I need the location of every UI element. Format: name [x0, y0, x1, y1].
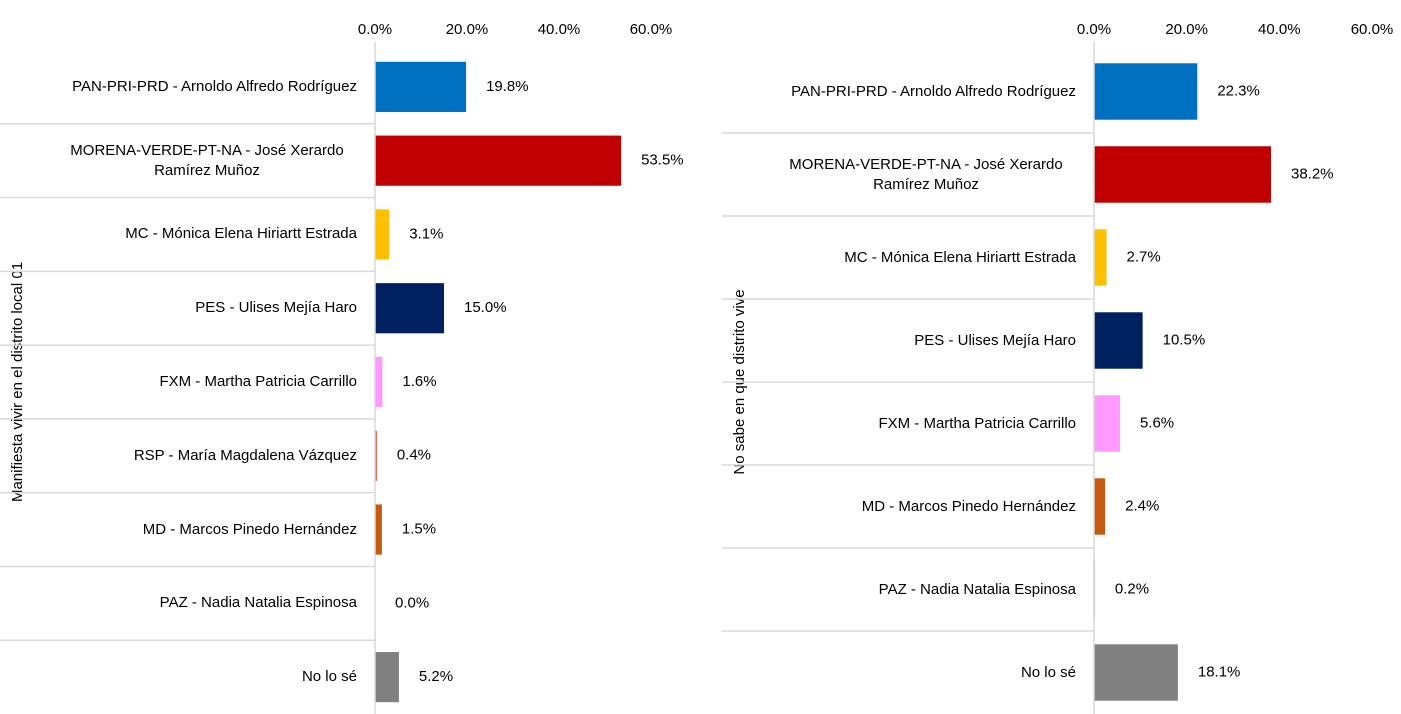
category-text: PES - Ulises Mejía Haro — [195, 299, 357, 317]
bar — [375, 135, 622, 186]
value-label: 5.6% — [1140, 414, 1174, 431]
category-label: FXM - Martha Patricia Carrillo — [755, 382, 1076, 465]
value-label: 2.7% — [1127, 248, 1161, 265]
category-label: MORENA-VERDE-PT-NA - José Xerardo Ramíre… — [30, 124, 357, 198]
x-tick-label: 0.0% — [358, 21, 392, 38]
category-text: No lo sé — [301, 668, 357, 686]
value-label: 0.2% — [1115, 580, 1149, 597]
category-text: MD - Marcos Pinedo Hernández — [142, 520, 357, 538]
category-label: PES - Ulises Mejía Haro — [30, 271, 357, 345]
bar — [1094, 644, 1178, 701]
category-label: RSP - María Magdalena Vázquez — [30, 419, 357, 493]
category-label: PAN-PRI-PRD - Arnoldo Alfredo Rodríguez — [755, 50, 1076, 133]
bar — [375, 652, 399, 703]
value-label: 10.5% — [1163, 331, 1206, 348]
category-label: FXM - Martha Patricia Carrillo — [30, 345, 357, 419]
value-label: 0.4% — [397, 447, 431, 464]
value-label: 2.4% — [1125, 497, 1159, 514]
category-label: No lo sé — [755, 631, 1076, 714]
category-text: MORENA-VERDE-PT-NA - José Xerardo Ramíre… — [70, 141, 344, 179]
category-text: RSP - María Magdalena Vázquez — [133, 446, 357, 464]
bar — [375, 356, 383, 408]
value-label: 3.1% — [409, 225, 443, 242]
category-label: MORENA-VERDE-PT-NA - José Xerardo Ramíre… — [755, 133, 1076, 216]
bar — [1094, 229, 1107, 286]
category-text: FXM - Martha Patricia Carrillo — [159, 372, 357, 390]
category-label: MD - Marcos Pinedo Hernández — [30, 493, 357, 567]
x-tick-label: 40.0% — [538, 21, 581, 38]
category-text: MC - Mónica Elena Hiriartt Estrada — [844, 248, 1076, 266]
value-label: 22.3% — [1217, 82, 1260, 99]
bar — [375, 283, 444, 334]
x-tick-label: 20.0% — [1165, 21, 1208, 38]
value-label: 53.5% — [641, 152, 684, 169]
category-text: MORENA-VERDE-PT-NA - José Xerardo Ramíre… — [789, 155, 1063, 193]
x-tick-label: 60.0% — [1351, 21, 1394, 38]
x-tick-label: 40.0% — [1258, 21, 1301, 38]
bar — [1094, 146, 1271, 203]
x-tick-label: 20.0% — [446, 21, 489, 38]
y-axis-title: Manifiesta vivir en el distrito local 01 — [9, 262, 26, 502]
category-text: PAN-PRI-PRD - Arnoldo Alfredo Rodríguez — [72, 77, 357, 95]
value-label: 19.8% — [486, 78, 529, 95]
value-label: 18.1% — [1198, 663, 1241, 680]
bar — [375, 430, 377, 481]
value-label: 1.5% — [402, 521, 436, 538]
category-label: PAN-PRI-PRD - Arnoldo Alfredo Rodríguez — [30, 50, 357, 124]
value-label: 1.6% — [402, 373, 436, 390]
category-label: No lo sé — [30, 640, 357, 714]
category-label: PES - Ulises Mejía Haro — [755, 299, 1076, 382]
category-label: MC - Mónica Elena Hiriartt Estrada — [755, 216, 1076, 299]
bar — [375, 504, 382, 555]
category-text: MD - Marcos Pinedo Hernández — [861, 497, 1076, 515]
x-tick-label: 60.0% — [630, 21, 673, 38]
category-text: No lo sé — [1020, 663, 1076, 681]
category-text: PAZ - Nadia Natalia Espinosa — [159, 594, 357, 612]
category-label: PAZ - Nadia Natalia Espinosa — [30, 566, 357, 640]
category-label: MC - Mónica Elena Hiriartt Estrada — [30, 198, 357, 272]
category-text: PES - Ulises Mejía Haro — [914, 331, 1076, 349]
bar — [1094, 312, 1143, 369]
category-text: MC - Mónica Elena Hiriartt Estrada — [125, 225, 357, 243]
value-label: 15.0% — [464, 299, 507, 316]
bar — [1094, 478, 1106, 535]
value-label: 5.2% — [419, 668, 453, 685]
category-text: PAZ - Nadia Natalia Espinosa — [878, 580, 1076, 598]
category-label: MD - Marcos Pinedo Hernández — [755, 465, 1076, 548]
x-tick-label: 0.0% — [1077, 21, 1111, 38]
category-text: PAN-PRI-PRD - Arnoldo Alfredo Rodríguez — [791, 82, 1076, 100]
bar — [375, 209, 390, 260]
category-text: FXM - Martha Patricia Carrillo — [878, 414, 1076, 432]
value-label: 38.2% — [1291, 165, 1334, 182]
bar — [1094, 63, 1198, 120]
bar — [375, 61, 467, 112]
value-label: 0.0% — [395, 594, 429, 611]
bar — [1094, 395, 1120, 452]
category-label: PAZ - Nadia Natalia Espinosa — [755, 548, 1076, 631]
